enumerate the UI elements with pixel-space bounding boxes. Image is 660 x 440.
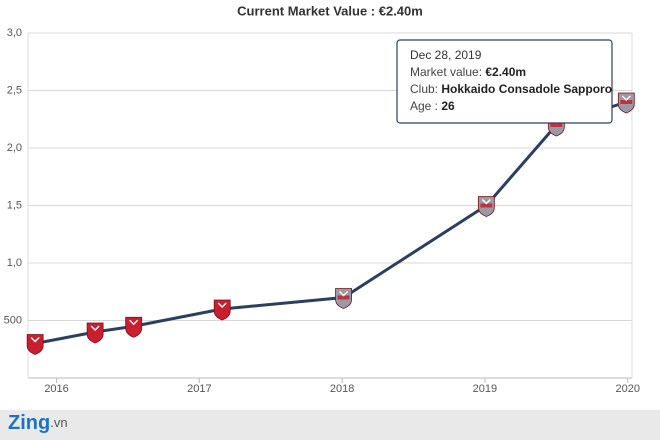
badge-stripe: [127, 324, 140, 329]
watermark: Zing.vn: [8, 412, 68, 434]
tooltip-line: Club: Hokkaido Consadole Sapporo: [410, 82, 612, 96]
footer-strip: [0, 410, 660, 440]
badge-stripe: [620, 100, 633, 104]
watermark-suffix: .vn: [50, 415, 67, 430]
y-tick-label: 500: [4, 314, 22, 326]
x-tick-label: 2017: [187, 383, 211, 395]
tooltip-line: Age : 26: [410, 99, 455, 113]
y-tick-label: 3,0: [7, 27, 22, 39]
badge-stripe: [550, 123, 563, 127]
badge-stripe: [89, 330, 102, 334]
tooltip: Dec 28, 2019 Market value: €2.40m Club: …: [396, 39, 613, 124]
tooltip-label: Club:: [410, 82, 438, 96]
badge-stripe: [29, 341, 42, 346]
tooltip-age: 26: [441, 99, 455, 113]
plot-area: 500 1,0 1,5 2,0 2,5 3,0 2016 2017 2018 2019 2020: [4, 27, 640, 395]
y-tick-label: 2,0: [7, 142, 22, 154]
watermark-brand: Zing: [8, 412, 50, 434]
badge-mark: [90, 325, 100, 331]
marker: [617, 92, 635, 114]
badge-stripe: [337, 295, 350, 300]
marker: [477, 196, 495, 217]
tooltip-date: Dec 28, 2019: [410, 48, 482, 62]
y-tick-label: 1,5: [7, 199, 22, 211]
badge-mark: [481, 199, 491, 205]
marker: [125, 316, 143, 338]
badge-mark: [30, 337, 40, 343]
chart-title: Current Market Value : €2.40m: [237, 3, 423, 18]
badge-mark: [217, 302, 227, 308]
y-tick-label: 1,0: [7, 257, 22, 269]
badge-mark: [621, 95, 631, 101]
tooltip-label: Market value:: [410, 65, 482, 79]
x-tick-label: 2016: [44, 383, 68, 395]
tooltip-value: €2.40m: [485, 65, 526, 79]
tooltip-line: Market value: €2.40m: [410, 65, 526, 79]
x-tick-label: 2019: [473, 383, 497, 395]
badge-mark: [129, 319, 139, 326]
y-tick-label: 2,5: [7, 84, 22, 96]
x-tick-label: 2018: [330, 383, 354, 395]
marker: [213, 299, 231, 321]
x-tick-label: 2020: [615, 383, 639, 395]
tooltip-club: Hokkaido Consadole Sapporo: [441, 82, 612, 96]
marker: [86, 322, 104, 344]
marker: [335, 288, 352, 309]
tooltip-label: Age :: [410, 99, 438, 113]
marker: [26, 334, 44, 355]
line: [34, 100, 627, 345]
badge-mark: [339, 291, 349, 297]
badge-stripe: [480, 203, 493, 208]
badge-stripe: [216, 307, 229, 311]
tooltip-box: [396, 39, 613, 124]
